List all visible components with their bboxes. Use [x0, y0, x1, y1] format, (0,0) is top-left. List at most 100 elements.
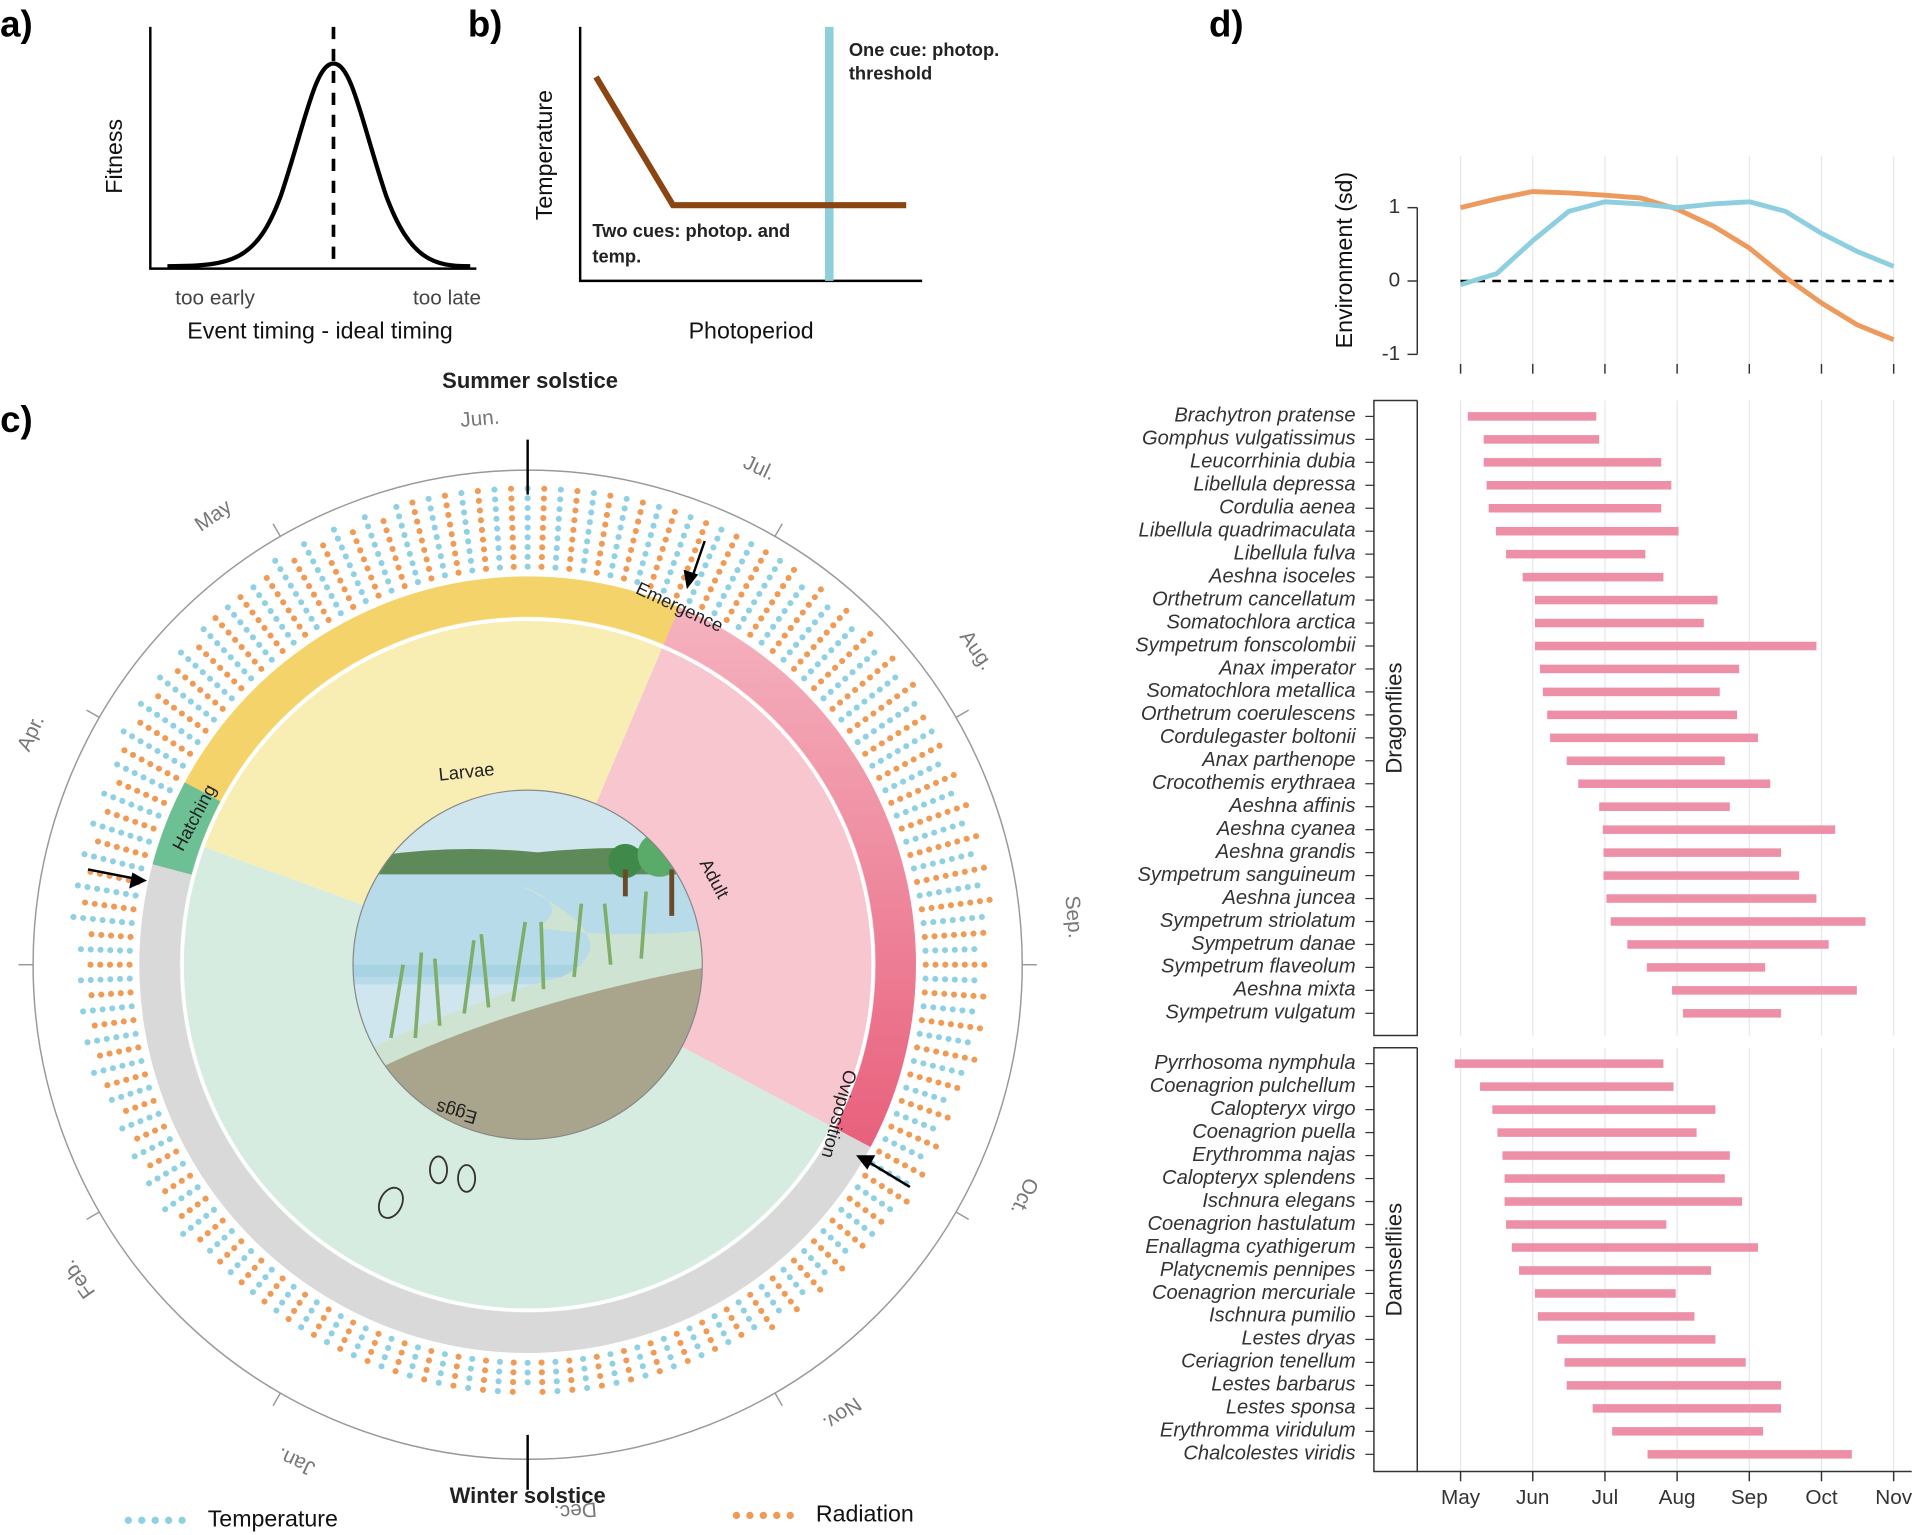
y-label: Temperature	[531, 90, 557, 220]
flight-period-bar	[1647, 1450, 1852, 1459]
category-label: Aeshna cyanea	[1216, 818, 1356, 840]
dot-column	[507, 482, 517, 570]
category-label: Lestes sponsa	[1226, 1397, 1356, 1419]
dot-column	[922, 945, 986, 954]
dot-column	[862, 1172, 912, 1206]
flight-period-bar	[1534, 641, 1817, 651]
category-label: Chalcolestes viridis	[1183, 1443, 1355, 1465]
flight-period-bar	[1599, 802, 1730, 811]
flight-period-bar	[1606, 894, 1817, 903]
category-label: Aeshna grandis	[1215, 841, 1356, 863]
dot-column	[90, 1057, 145, 1077]
month-label: Jun.	[459, 406, 500, 432]
group-box	[1373, 1047, 1418, 1473]
annotation: temp.	[592, 246, 641, 267]
category-label: Lestes barbarus	[1211, 1374, 1355, 1396]
dot-column	[346, 521, 382, 599]
dot-column	[151, 690, 209, 734]
dot-column	[620, 494, 648, 582]
category-label: Sympetrum vulgatum	[1165, 1002, 1355, 1024]
category-label: Aeshna affinis	[1228, 795, 1355, 817]
flight-period-bar	[1519, 1266, 1712, 1275]
category-label: Anax imperator	[1218, 657, 1357, 679]
flight-period-bar	[1483, 458, 1662, 467]
month-tick	[86, 1211, 100, 1220]
dot-column	[780, 1266, 810, 1300]
dot-column	[647, 1340, 665, 1380]
category-label: Sympetrum danae	[1191, 933, 1355, 955]
dot-column	[474, 485, 490, 572]
panel-b: b) One cue: photop. threshold Two cues: …	[468, 4, 999, 344]
dot-column	[69, 945, 133, 954]
dot-column	[142, 1160, 186, 1189]
month-tick	[272, 1392, 282, 1407]
dot-column	[910, 850, 978, 872]
dot-column	[593, 488, 615, 576]
flight-period-bar	[1480, 1082, 1674, 1091]
dot-column	[876, 1148, 929, 1180]
flight-period-bar	[1539, 664, 1740, 674]
month-label: Dec.	[553, 1497, 598, 1524]
dot-column	[810, 1238, 850, 1276]
dot-column	[105, 757, 173, 794]
y-label: Fitness	[101, 119, 127, 194]
category-label: Sympetrum fonscolombii	[1135, 634, 1356, 656]
pond-outline	[352, 789, 703, 1140]
dot-column	[538, 1359, 546, 1397]
dot-column	[189, 638, 245, 692]
dot-column	[494, 1358, 503, 1395]
dot-column	[349, 1325, 369, 1361]
dot-column	[723, 545, 772, 624]
category-label: Sympetrum striolatum	[1160, 910, 1356, 932]
category-label: Aeshna mixta	[1233, 979, 1356, 1001]
flight-period-bar	[1534, 618, 1704, 628]
dot-column	[634, 1344, 649, 1380]
dot-column	[566, 483, 581, 572]
category-label: Cordulia aenea	[1219, 497, 1356, 519]
dot-column	[409, 499, 435, 582]
flight-period-bar	[1467, 412, 1597, 421]
x-tick-label: Aug	[1659, 1486, 1696, 1509]
dot-column	[509, 1359, 517, 1397]
category-label: Coenagrion mercuriale	[1152, 1282, 1356, 1304]
legend-label: Radiation	[816, 1501, 914, 1527]
dot-column	[261, 571, 309, 638]
panel-d: d) Environment (sd) -1 0 1 Dragonflies Brachyt…	[1135, 4, 1912, 1509]
month-tick	[86, 709, 100, 719]
dot-column	[686, 1325, 706, 1361]
dot-column	[457, 485, 476, 574]
dot-column	[647, 504, 680, 590]
dot-column	[212, 614, 265, 672]
flight-period-bar	[1454, 1059, 1664, 1068]
dot-column	[270, 1283, 297, 1318]
category-label: Somatochlora arctica	[1167, 611, 1356, 633]
flight-period-bar	[1506, 1220, 1667, 1229]
dot-column	[300, 539, 344, 617]
inner-ring-line	[180, 617, 876, 1313]
dot-column	[854, 1184, 895, 1214]
dot-column	[364, 1330, 382, 1365]
dot-column	[450, 1353, 462, 1390]
dot-column	[790, 605, 852, 672]
dot-column	[100, 1084, 153, 1106]
flight-period-bar	[1495, 526, 1679, 536]
dot-column	[126, 1123, 168, 1145]
solstice-label: Summer solstice	[442, 368, 618, 393]
dot-column	[107, 776, 168, 806]
dot-column	[169, 663, 226, 712]
dot-column	[406, 1344, 421, 1380]
dot-column	[838, 671, 902, 723]
category-label: Lestes dryas	[1241, 1328, 1355, 1350]
dot-column	[119, 727, 186, 769]
axes	[578, 26, 923, 283]
dot-column	[310, 1306, 332, 1339]
x-tick-label: Jun	[1516, 1486, 1549, 1509]
flight-period-bar	[1612, 1427, 1764, 1436]
panel-label: a)	[0, 4, 33, 45]
dot-column	[78, 930, 134, 941]
dot-column	[829, 654, 897, 712]
category-label: Coenagrion puella	[1192, 1121, 1355, 1143]
dot-column	[593, 1353, 606, 1393]
category-label: Libellula depressa	[1193, 474, 1355, 496]
